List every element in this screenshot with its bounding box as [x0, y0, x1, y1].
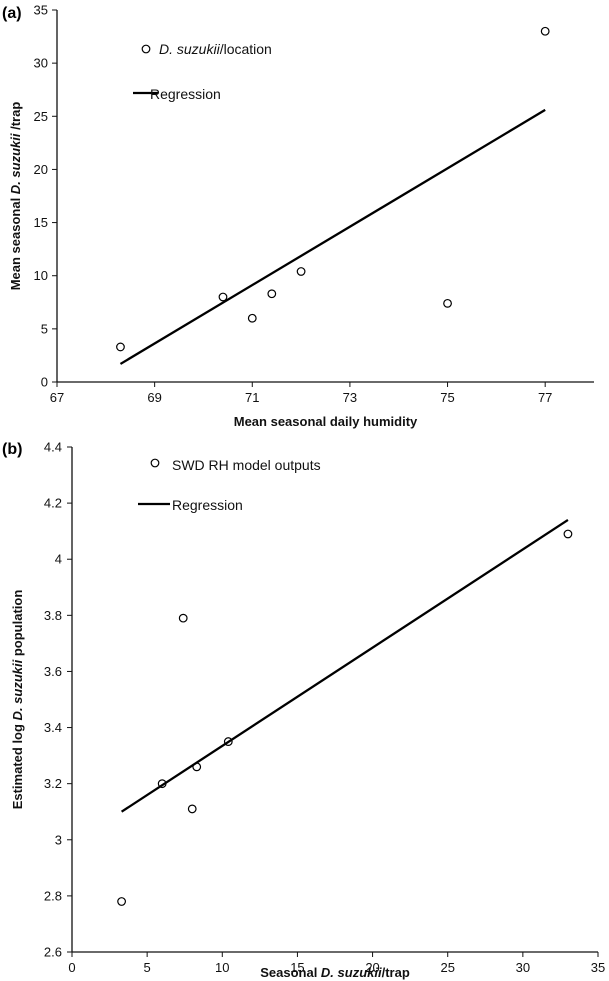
panel-a-x-tick-label: 73 [343, 390, 357, 405]
panel-b-y-tick-label: 3.6 [44, 664, 62, 679]
panel-a-data-point [218, 292, 228, 302]
panel-b-x-tick-label: 15 [290, 960, 304, 975]
panel-a-data-point [267, 289, 277, 299]
panel-a-data-point [116, 342, 125, 352]
panel-b-x-tick-label: 35 [591, 960, 605, 975]
panel-a-legend-label-line: Regression [150, 86, 221, 102]
panel-b-data-point [178, 613, 188, 623]
panel-a-x-tick-label: 71 [245, 390, 259, 405]
panel-a-x-axis-title: Mean seasonal daily humidity [234, 414, 418, 429]
panel-b-x-tick-label: 5 [144, 960, 151, 975]
panel-a-x-tick-label: 75 [440, 390, 454, 405]
panel-a-y-tick-label: 10 [34, 268, 48, 283]
panel-a-x-tick-label: 67 [50, 390, 64, 405]
panel-b-y-tick-label: 4 [55, 552, 62, 567]
panel-b-y-tick-label: 2.6 [44, 945, 62, 960]
panel-b-regression-line [120, 518, 569, 813]
panel-a-y-tick-label: 30 [34, 56, 48, 71]
panel-a-y-tick-label: 15 [34, 215, 48, 230]
panel-b-legend-label-line: Regression [172, 497, 243, 513]
panel-a-regression-line [119, 108, 546, 365]
panel-b-x-tick-label: 20 [365, 960, 379, 975]
panel-b-label: (b) [2, 441, 22, 458]
panel-b-data-point [563, 529, 573, 539]
panel-b-x-tick-label: 25 [440, 960, 454, 975]
panel-b-x-tick-label: 30 [516, 960, 530, 975]
panel-b-legend-marker-points [150, 458, 160, 468]
panel-a-label: (a) [2, 5, 22, 22]
panel-a-y-tick-label: 25 [34, 109, 48, 124]
panel-a-legend-marker-points [141, 44, 151, 54]
panel-b-x-tick-label: 0 [68, 960, 75, 975]
panel-a-y-axis-title: Mean seasonal D. suzukii /trap [8, 102, 23, 291]
panel-a-data-point [540, 26, 550, 36]
panel-a-data-point [247, 313, 257, 323]
panel-b-data-point [187, 804, 197, 814]
panel-b-y-tick-label: 2.8 [44, 888, 62, 903]
panel-a-y-tick-label: 5 [41, 321, 48, 336]
panel-a-x-tick-label: 69 [147, 390, 161, 405]
panel-b-y-tick-label: 4.2 [44, 496, 62, 511]
panel-b-y-axis-title: Estimated log D. suzukii population [10, 590, 25, 810]
panel-b-data-point [117, 897, 126, 906]
panel-a-x-tick-label: 77 [538, 390, 552, 405]
panel-b-x-axis-title: Seasonal D. suzukii/trap [260, 965, 410, 980]
panel-a-data-point [443, 298, 452, 308]
panel-a-y-tick-label: 20 [34, 162, 48, 177]
panel-b-y-tick-label: 3.8 [44, 608, 62, 623]
panel-b-y-tick-label: 3.2 [44, 776, 62, 791]
panel-b-legend-label-points: SWD RH model outputs [172, 457, 321, 473]
panel-a-y-tick-label: 0 [41, 375, 48, 390]
panel-b-x-tick-label: 10 [215, 960, 229, 975]
panel-a-legend-label-points: D. suzukii/location [159, 41, 272, 57]
panel-a-y-tick-label: 35 [34, 3, 48, 18]
panel-b-y-tick-label: 3.4 [44, 720, 62, 735]
panel-b-y-tick-label: 3 [55, 832, 62, 847]
panel-b-y-tick-label: 4.4 [44, 440, 62, 455]
panel-a-data-point [296, 267, 306, 276]
